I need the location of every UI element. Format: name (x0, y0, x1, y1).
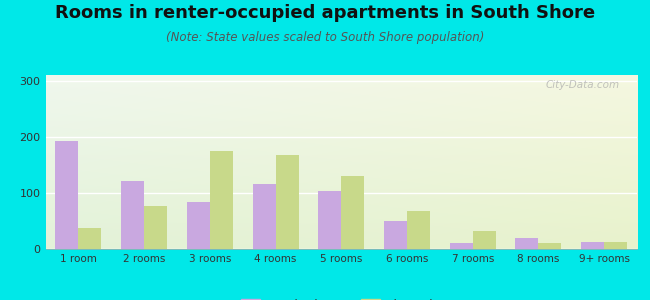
Bar (515, 238, 538, 249)
Bar (538, 243, 562, 249)
Bar (341, 176, 364, 249)
Bar (79, 228, 101, 249)
Bar (121, 181, 144, 249)
Text: Rooms in renter-occupied apartments in South Shore: Rooms in renter-occupied apartments in S… (55, 4, 595, 22)
Bar (407, 211, 430, 249)
Bar (581, 242, 604, 249)
Bar (187, 202, 210, 249)
Bar (144, 206, 167, 249)
Bar (210, 151, 233, 249)
Bar (252, 184, 276, 249)
Text: (Note: State values scaled to South Shore population): (Note: State values scaled to South Shor… (166, 32, 484, 44)
Bar (604, 242, 627, 249)
Bar (473, 231, 496, 249)
Bar (276, 155, 298, 249)
Legend: South Shore, Alameda: South Shore, Alameda (236, 293, 447, 300)
Bar (450, 243, 473, 249)
Text: City-Data.com: City-Data.com (545, 80, 619, 90)
Bar (55, 141, 79, 249)
Bar (318, 190, 341, 249)
Bar (384, 221, 407, 249)
